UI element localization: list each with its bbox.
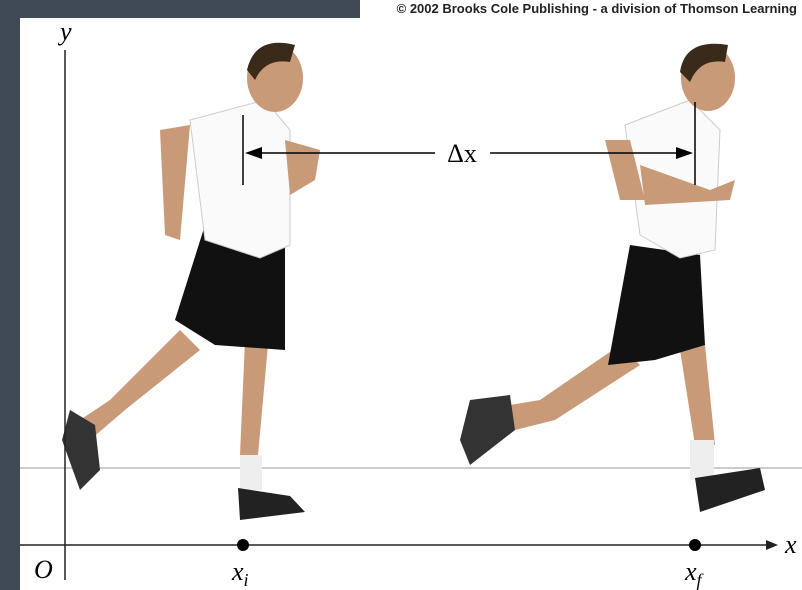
x-axis-label: x [784,530,797,559]
point-subscript: i [244,570,249,590]
point-symbol: x [231,557,244,586]
copyright: © 2002 Brooks Cole Publishing - a divisi… [397,1,797,16]
origin-label: O [34,555,53,584]
displacement-label: Δx [447,139,477,168]
y-axis-label: y [57,17,72,46]
point-final [689,539,701,551]
point-symbol: x [684,557,697,586]
point-initial [237,539,249,551]
page: © 2002 Brooks Cole Publishing - a divisi… [0,0,802,590]
diagram: © 2002 Brooks Cole Publishing - a divisi… [0,0,802,590]
